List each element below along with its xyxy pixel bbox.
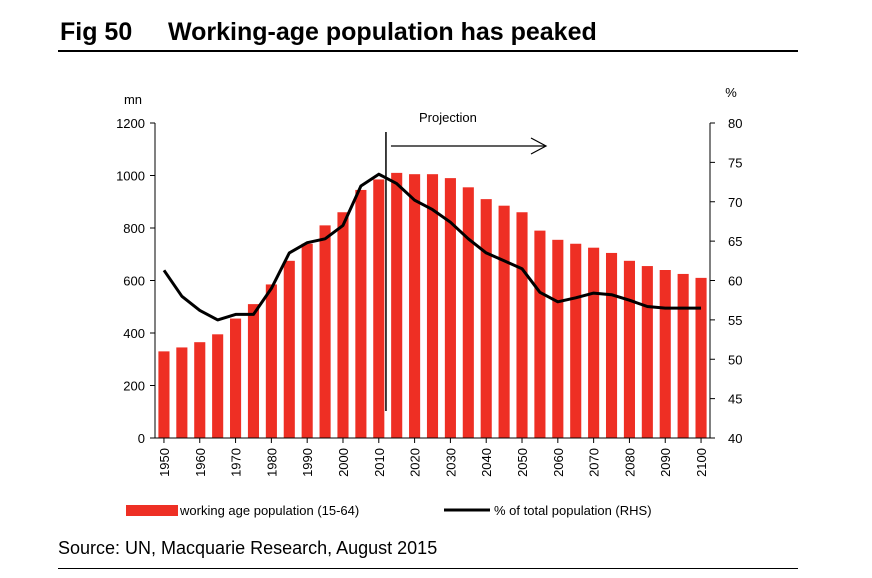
x-tick-label: 2060	[551, 448, 566, 477]
bar-2020	[409, 174, 421, 438]
bar-2000	[337, 212, 349, 438]
chart-title: Working-age population has peaked	[168, 18, 597, 46]
legend: working age population (15-64) % of total…	[126, 503, 652, 518]
bar-2050	[516, 212, 528, 438]
x-tick-label: 2050	[515, 448, 530, 477]
bar-2060	[552, 239, 564, 438]
bar-1960	[194, 342, 206, 438]
series-line-pct	[162, 172, 701, 322]
x-tick-label: 2070	[587, 448, 602, 477]
left-tick-label: 400	[123, 326, 145, 341]
x-tick-label: 2040	[479, 448, 494, 477]
bar-2075	[605, 252, 618, 438]
chart-area: 0 200 400 600 800 1000 1200 40 45 50 55 60 65 70 75 80 m…	[116, 85, 742, 518]
left-tick-label: 1200	[116, 116, 145, 131]
x-tick-label: 1980	[264, 448, 279, 477]
bar-1955	[176, 347, 188, 438]
x-tick-label: 2020	[408, 448, 423, 477]
bar-2100	[695, 277, 707, 438]
x-tick-label: 2090	[658, 448, 673, 477]
bar-1970	[230, 318, 242, 438]
x-tick-label: 1970	[229, 448, 244, 477]
right-tick-label: 55	[728, 313, 742, 328]
bar-2085	[641, 266, 653, 438]
left-tick-label: 600	[123, 274, 145, 289]
left-tick-label: 200	[123, 379, 145, 394]
bar-2055	[534, 230, 546, 438]
x-tick-label: 1990	[300, 448, 315, 477]
right-tick-label: 40	[728, 431, 742, 446]
bar-1965	[212, 334, 224, 438]
bottom-rule	[58, 568, 798, 569]
legend-bar-label: working age population (15-64)	[179, 503, 359, 518]
source-note: Source: UN, Macquarie Research, August 2…	[58, 538, 438, 558]
bar-2010	[373, 179, 385, 438]
projection-annotation: Projection	[385, 110, 548, 411]
bar-2005	[355, 189, 367, 438]
right-tick-label: 65	[728, 234, 742, 249]
legend-line-label: % of total population (RHS)	[494, 503, 652, 518]
left-tick-label: 800	[123, 221, 145, 236]
bar-2090	[659, 270, 671, 438]
left-unit-label: mn	[124, 92, 142, 107]
right-tick-label: 80	[728, 116, 742, 131]
bar-2080	[623, 260, 635, 438]
right-tick-label: 60	[728, 274, 742, 289]
left-tick-label: 1000	[116, 169, 145, 184]
figure-number: Fig 50	[60, 18, 133, 46]
x-tick-label: 1960	[193, 448, 208, 477]
bar-1980	[265, 284, 277, 438]
bar-2035	[462, 187, 474, 438]
right-tick-label: 50	[728, 352, 742, 367]
bar-1950	[158, 351, 170, 438]
projection-arrow-head	[530, 137, 548, 155]
projection-label: Projection	[419, 110, 477, 125]
line-series	[162, 172, 701, 322]
bar-1985	[283, 260, 295, 438]
bar-2030	[444, 178, 456, 438]
bar-2045	[498, 205, 510, 438]
x-tick-label: 2030	[443, 448, 458, 477]
bar-1975	[247, 304, 260, 438]
x-tick-label: 2010	[372, 448, 387, 477]
right-tick-label: 70	[728, 195, 742, 210]
x-tick-label: 2000	[336, 448, 351, 477]
bar-2025	[426, 174, 439, 438]
bar-2065	[570, 243, 582, 438]
bar-2070	[588, 247, 600, 438]
x-tick-label: 1950	[157, 448, 172, 477]
x-tick-label: 2100	[694, 448, 709, 477]
bar-2040	[480, 199, 492, 438]
bar-1995	[319, 225, 331, 438]
left-tick-label: 0	[138, 431, 145, 446]
x-tick-label: 2080	[622, 448, 637, 477]
figure-header: Fig 50 Working-age population has peaked	[58, 14, 798, 52]
bar-series	[158, 172, 707, 438]
bar-1990	[301, 243, 313, 438]
right-tick-label: 45	[728, 392, 742, 407]
right-tick-label: 75	[728, 155, 742, 170]
axes: 0 200 400 600 800 1000 1200 40 45 50 55 60 65 70 75 80 m…	[116, 85, 742, 477]
bar-2015	[391, 172, 403, 438]
bar-2095	[677, 273, 689, 438]
right-unit-label: %	[725, 85, 737, 100]
legend-bar-swatch	[126, 505, 178, 516]
